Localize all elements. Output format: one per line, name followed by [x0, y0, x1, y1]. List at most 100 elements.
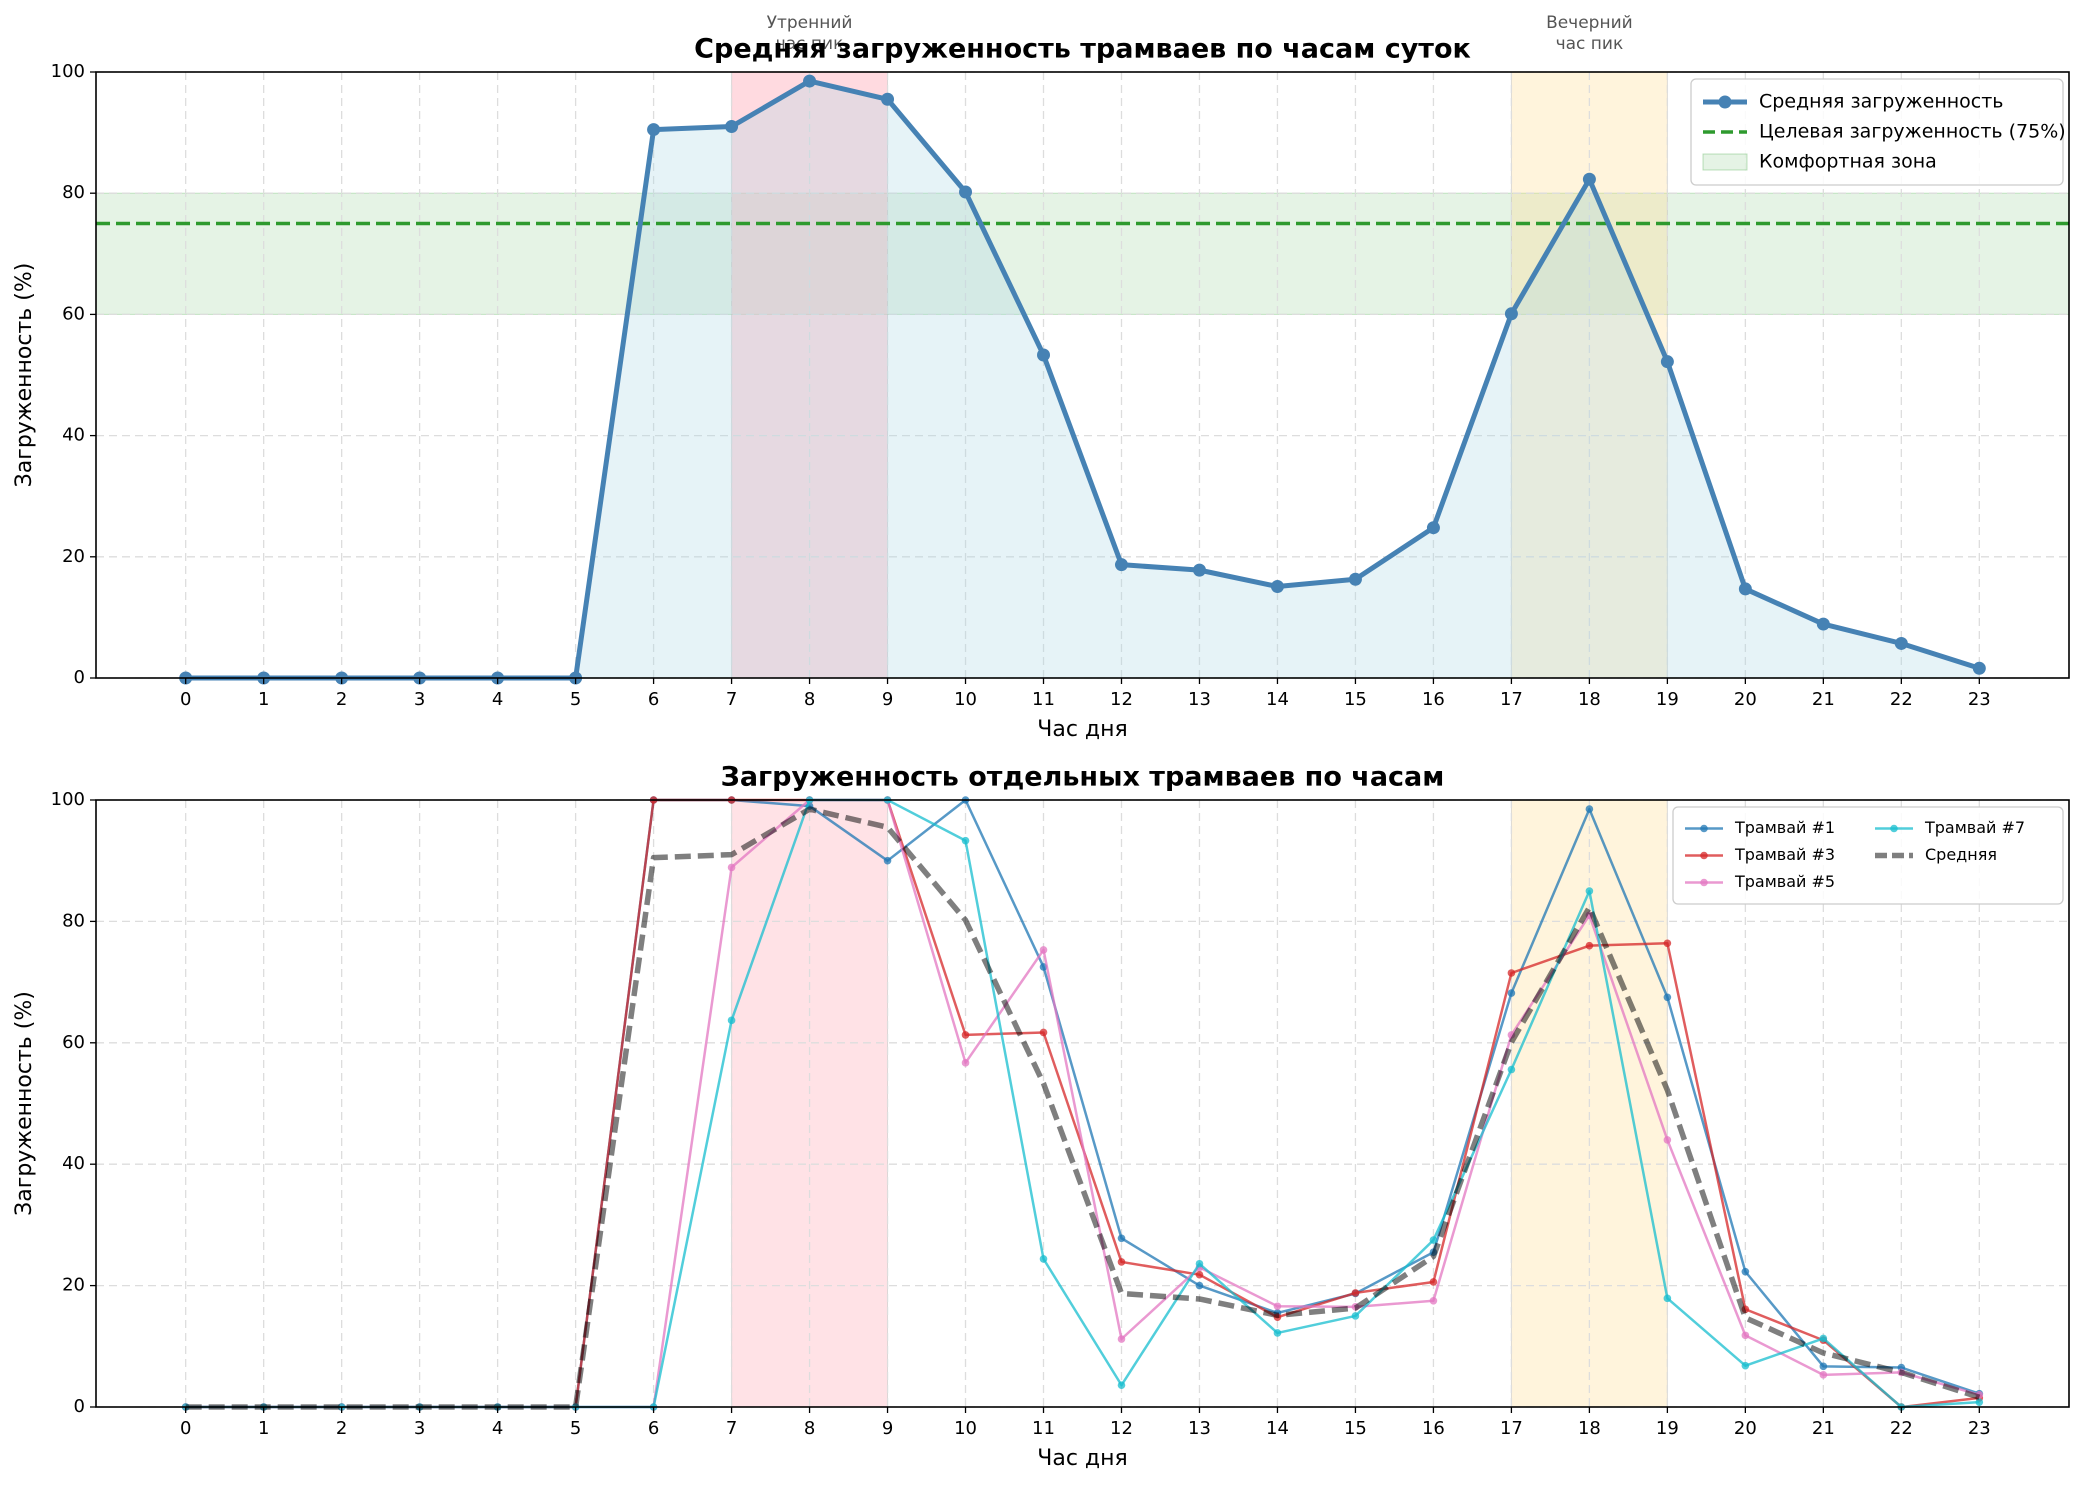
- marker: [883, 856, 892, 865]
- x-axis-label: Час дня: [1037, 717, 1127, 742]
- y-tick-label: 60: [62, 303, 85, 324]
- marker: [1972, 661, 1986, 675]
- legend-label: Комфортная зона: [1759, 151, 1937, 173]
- x-tick-label: 23: [1968, 1418, 1991, 1439]
- marker: [1585, 805, 1594, 813]
- marker: [1114, 558, 1128, 572]
- marker: [1507, 989, 1516, 997]
- marker: [961, 836, 970, 845]
- marker: [1039, 946, 1048, 954]
- marker: [1270, 579, 1284, 593]
- marker: [727, 863, 736, 872]
- marker: [1195, 1270, 1204, 1279]
- x-tick-label: 21: [1812, 1418, 1835, 1439]
- comfort-band: [95, 192, 2070, 315]
- marker: [1039, 1255, 1048, 1263]
- marker: [1819, 1334, 1828, 1343]
- peak-annotation: Утренний: [767, 13, 853, 33]
- x-tick-label: 3: [414, 689, 425, 710]
- x-tick-label: 23: [1968, 689, 1991, 710]
- x-tick-label: 17: [1500, 689, 1523, 710]
- x-tick-label: 3: [414, 1418, 425, 1439]
- x-tick-label: 14: [1266, 689, 1289, 710]
- legend-label: Средняя загруженность: [1759, 91, 2004, 113]
- marker: [1429, 1236, 1438, 1244]
- x-tick-label: 4: [492, 1418, 503, 1439]
- marker: [1117, 1381, 1126, 1389]
- marker: [1663, 993, 1672, 1002]
- x-tick-label: 2: [336, 1418, 347, 1439]
- legend-label: Трамвай #3: [1734, 845, 1835, 864]
- legend-box: [1690, 78, 2064, 186]
- x-tick-label: 12: [1110, 1418, 1133, 1439]
- legend-label: Целевая загруженность (75%): [1759, 121, 2066, 143]
- x-tick-label: 15: [1344, 689, 1367, 710]
- axes-frame: [95, 71, 2070, 679]
- legend-box: [1672, 806, 2064, 905]
- marker: [1741, 1331, 1750, 1340]
- marker: [1273, 1302, 1282, 1311]
- legend-label: Трамвай #5: [1734, 872, 1835, 891]
- y-tick-label: 80: [62, 182, 85, 203]
- legend-label: Трамвай #1: [1734, 818, 1835, 837]
- peak-annotation: час пик: [1556, 34, 1624, 54]
- legend: Трамвай #1 Трамвай #3 Трамвай #5 Трамвай #7…: [1672, 806, 2064, 905]
- marker: [1273, 1329, 1282, 1337]
- marker: [1195, 1259, 1204, 1268]
- x-tick-label: 11: [1032, 1418, 1055, 1439]
- marker: [1819, 1371, 1828, 1379]
- marker: [1741, 1361, 1750, 1370]
- y-tick-label: 0: [74, 1396, 85, 1417]
- x-tick-label: 18: [1578, 1418, 1601, 1439]
- x-tick-label: 10: [954, 1418, 977, 1439]
- marker: [1738, 582, 1752, 596]
- marker: [803, 74, 817, 88]
- legend-label: Средняя: [1925, 845, 1997, 864]
- x-tick-label: 2: [336, 689, 347, 710]
- y-tick-label: 100: [51, 61, 85, 82]
- x-tick-label: 1: [258, 689, 269, 710]
- x-tick-label: 7: [726, 689, 737, 710]
- area-fill: [185, 81, 1980, 679]
- marker: [1582, 172, 1596, 186]
- marker: [725, 120, 739, 134]
- marker: [727, 1016, 736, 1025]
- x-tick-label: 17: [1500, 1418, 1523, 1439]
- x-tick-label: 1: [258, 1418, 269, 1439]
- marker: [1585, 887, 1594, 895]
- marker: [1429, 1278, 1438, 1286]
- marker: [1117, 1234, 1126, 1243]
- x-tick-label: 12: [1110, 689, 1133, 710]
- x-tick-label: 22: [1890, 689, 1913, 710]
- y-tick-label: 60: [62, 1032, 85, 1053]
- x-tick-label: 18: [1578, 689, 1601, 710]
- x-tick-label: 13: [1188, 689, 1211, 710]
- x-tick-label: 8: [804, 1418, 815, 1439]
- marker: [1819, 1362, 1828, 1371]
- x-tick-label: 7: [726, 1418, 737, 1439]
- marker: [1894, 636, 1908, 650]
- legend-swatch: [1702, 153, 1748, 171]
- legend-label: Трамвай #7: [1924, 818, 2025, 837]
- peak-annotation: час пик: [776, 34, 844, 54]
- series-line: [185, 806, 1981, 1410]
- marker: [881, 92, 895, 106]
- marker: [1663, 939, 1672, 948]
- peak-annotation: Вечерний: [1546, 13, 1633, 33]
- chart-title: Загруженность отдельных трамваев по часа…: [721, 762, 1445, 793]
- marker: [1741, 1267, 1750, 1276]
- marker: [1507, 969, 1516, 977]
- marker: [961, 1031, 970, 1039]
- legend-marker: [1718, 95, 1732, 109]
- x-tick-label: 19: [1656, 1418, 1679, 1439]
- chart-title: Средняя загруженность трамваев по часам …: [694, 34, 1471, 65]
- x-tick-label: 0: [180, 689, 191, 710]
- marker: [1663, 1294, 1672, 1303]
- legend-marker: [1700, 824, 1708, 833]
- x-tick-label: 8: [804, 689, 815, 710]
- marker: [1351, 1312, 1360, 1320]
- x-tick-label: 13: [1188, 1418, 1211, 1439]
- marker: [959, 185, 973, 199]
- legend-marker: [1890, 824, 1898, 833]
